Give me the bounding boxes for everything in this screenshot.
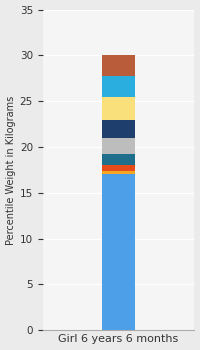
Y-axis label: Percentile Weight in Kilograms: Percentile Weight in Kilograms [6, 95, 16, 245]
Bar [102, 165, 135, 171]
Bar [102, 97, 135, 119]
Bar [102, 76, 135, 97]
Bar [102, 175, 135, 330]
Bar [102, 171, 135, 175]
Bar [102, 154, 135, 165]
Bar [102, 55, 135, 76]
Bar [102, 119, 135, 138]
Bar [102, 138, 135, 154]
